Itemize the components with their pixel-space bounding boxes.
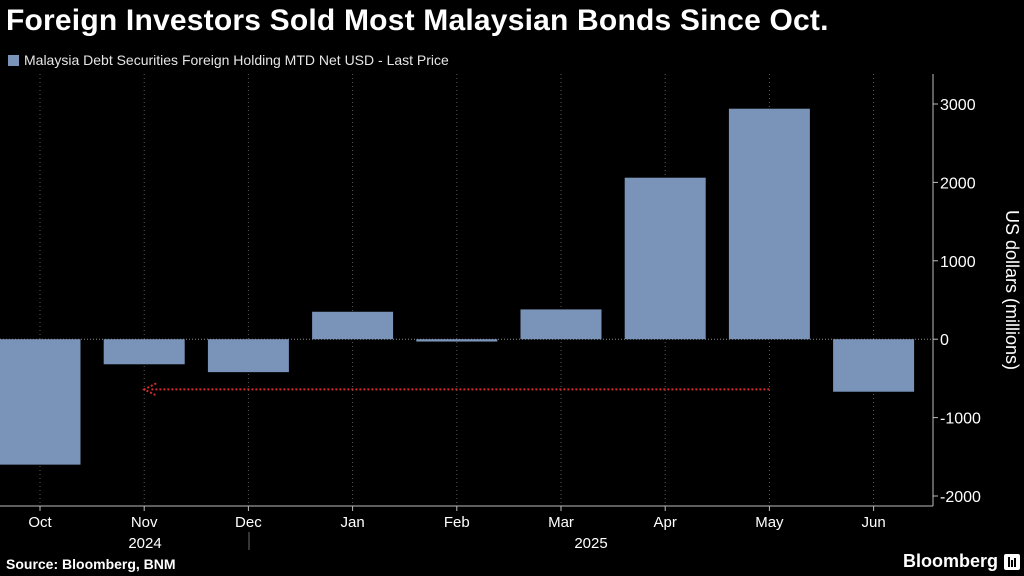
- x-axis: Oct Nov Dec Jan Feb Mar Apr May Jun 2024 2025: [0, 505, 933, 552]
- x-tick-label: Jan: [341, 514, 365, 531]
- y-tick-label: 0: [940, 332, 949, 349]
- y-tick-label: 2000: [940, 175, 976, 192]
- source-note: Source: Bloomberg, BNM: [6, 556, 176, 572]
- chart-title: Foreign Investors Sold Most Malaysian Bo…: [6, 4, 829, 37]
- annotation: [141, 382, 770, 397]
- bar-may: [728, 108, 810, 340]
- year-label: 2025: [574, 535, 607, 552]
- y-tick-label: 3000: [940, 97, 976, 114]
- x-tick-label: Dec: [235, 514, 262, 531]
- bar-dec: [207, 339, 289, 373]
- bars: [0, 108, 915, 465]
- y-axis: -2000 -1000 0 1000 2000 3000 US dollars (milli…: [932, 74, 1022, 506]
- y-tick-label: 1000: [940, 254, 976, 271]
- bar-oct: [0, 339, 81, 465]
- bar-jan: [312, 311, 394, 340]
- bar-feb: [416, 339, 498, 342]
- year-label: 2024: [128, 535, 161, 552]
- bar-apr: [624, 177, 706, 340]
- x-tick-label: Mar: [548, 514, 574, 531]
- annotation-arrow-head: [141, 382, 157, 397]
- legend: Malaysia Debt Securities Foreign Holding…: [8, 52, 449, 68]
- y-axis-label: US dollars (millions): [1002, 210, 1022, 370]
- x-tick-label: Feb: [444, 514, 470, 531]
- x-tick-label: Oct: [28, 514, 52, 531]
- y-tick-label: -2000: [940, 489, 981, 506]
- x-tick-label: Nov: [131, 514, 158, 531]
- bloomberg-logo: Bloomberg: [902, 551, 998, 571]
- x-tick-label: Apr: [654, 514, 677, 531]
- legend-label: Malaysia Debt Securities Foreign Holding…: [24, 52, 449, 68]
- legend-swatch: [8, 54, 19, 66]
- y-tick-label: -1000: [940, 411, 981, 428]
- bar-nov: [103, 339, 185, 365]
- x-tick-label: Jun: [862, 514, 886, 531]
- bar-jun: [833, 339, 915, 392]
- bloomberg-mark-icon: [1004, 554, 1020, 570]
- bar-mar: [520, 309, 602, 340]
- x-tick-label: May: [755, 514, 784, 531]
